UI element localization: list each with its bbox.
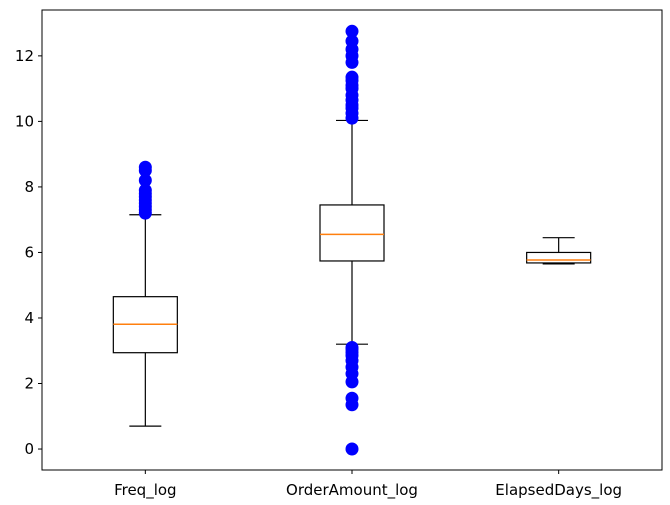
x-tick-label: Freq_log xyxy=(114,481,177,500)
outlier-point xyxy=(345,442,359,456)
outlier-point xyxy=(345,70,359,84)
plot-frame xyxy=(41,9,663,471)
y-tick-label: 4 xyxy=(24,309,34,327)
y-tick-label: 0 xyxy=(24,440,34,458)
box-Freq_log xyxy=(112,160,178,427)
outlier-point xyxy=(345,391,359,405)
x-tick-label: ElapsedDays_log xyxy=(495,481,622,500)
x-axis: Freq_log OrderAmount_log ElapsedDays_log xyxy=(114,470,622,500)
y-tick-label: 2 xyxy=(24,375,34,393)
x-tick-label: OrderAmount_log xyxy=(286,481,418,500)
iqr-box xyxy=(526,251,592,264)
box-OrderAmount_log xyxy=(319,24,385,456)
y-tick-label: 8 xyxy=(24,178,34,196)
outlier-point xyxy=(345,24,359,38)
y-tick-label: 6 xyxy=(24,243,34,261)
y-tick-label: 12 xyxy=(15,47,34,65)
outlier-point xyxy=(345,340,359,354)
y-axis: 0 2 4 6 8 10 12 xyxy=(15,47,42,458)
boxes-layer xyxy=(112,24,592,456)
iqr-box xyxy=(319,204,385,262)
outlier-point xyxy=(138,160,152,174)
y-tick-label: 10 xyxy=(15,112,34,130)
box-ElapsedDays_log xyxy=(526,237,592,265)
